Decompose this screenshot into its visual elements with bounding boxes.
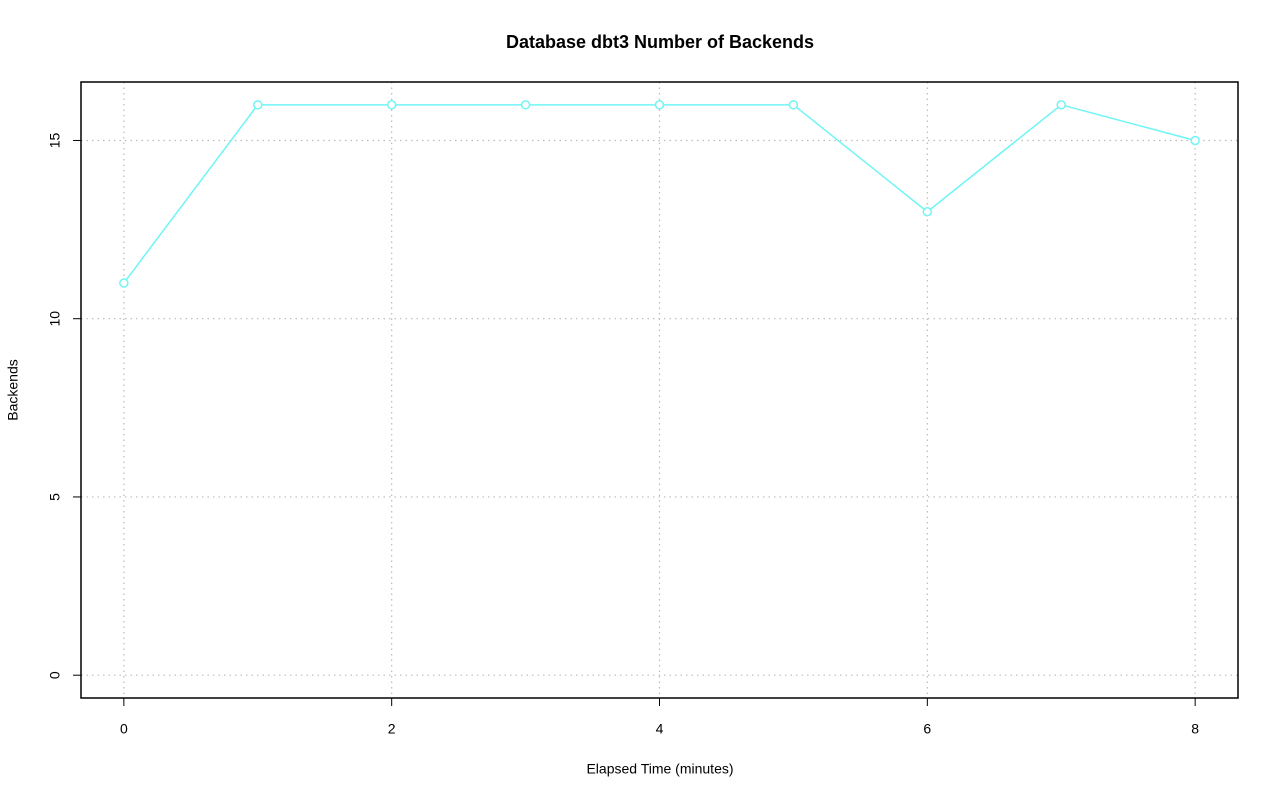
y-tick-label: 5 [47, 493, 63, 501]
x-tick-label: 6 [923, 721, 931, 737]
y-tick-label: 0 [47, 671, 63, 679]
x-axis-label: Elapsed Time (minutes) [586, 761, 733, 777]
x-tick-label: 4 [656, 721, 664, 737]
y-tick-label: 15 [47, 132, 63, 148]
point [253, 100, 263, 110]
point [654, 100, 665, 110]
plot-frame [80, 81, 1239, 699]
x-tick-label: 0 [120, 721, 128, 737]
point [788, 100, 799, 110]
y-axis-label: Backends [5, 359, 21, 420]
point [1056, 100, 1066, 110]
x-tick-label: 8 [1191, 721, 1199, 737]
point [520, 100, 531, 110]
point [386, 100, 397, 110]
point [119, 278, 129, 288]
point [922, 207, 933, 217]
chart-title: Database dbt3 Number of Backends [506, 32, 814, 52]
x-tick-label: 2 [388, 721, 396, 737]
point [1190, 135, 1200, 146]
y-tick-label: 10 [47, 311, 63, 327]
